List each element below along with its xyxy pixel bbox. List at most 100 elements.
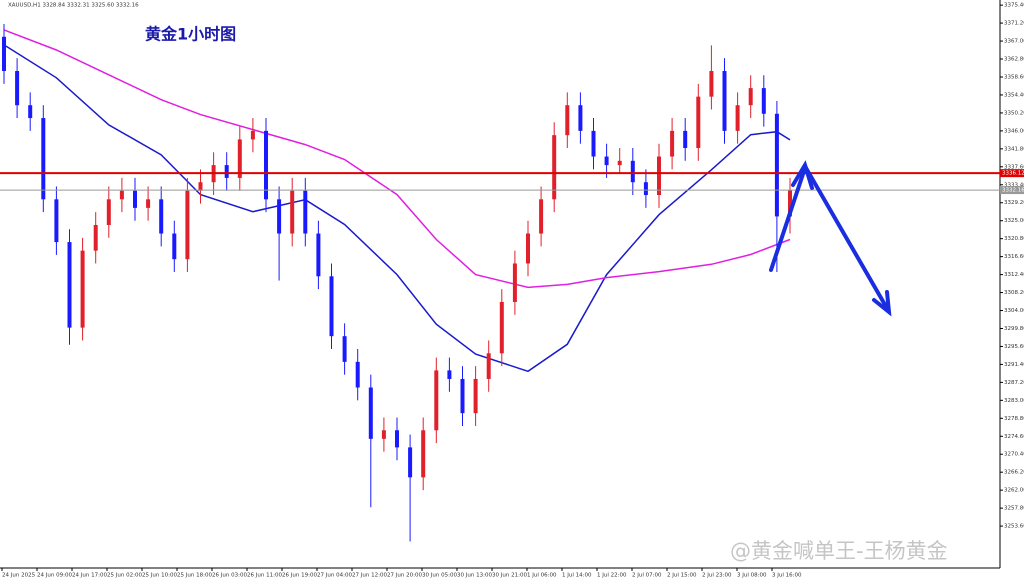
y-tick-label: 3350.20 [1004,110,1024,116]
y-tick-label: 3278.80 [1004,416,1024,422]
candle-body [303,190,308,234]
candle-body [80,250,85,328]
y-tick-label: 3312.40 [1004,272,1024,278]
y-tick-label: 3283.00 [1004,398,1024,404]
arrow-up-head [791,160,814,190]
candle-body [512,263,517,302]
y-tick-label: 3341.80 [1004,146,1024,152]
chart-title: 黄金1小时图 [145,25,236,44]
candle-body [41,118,46,200]
candle-body [28,105,33,119]
candle-body [93,224,98,251]
candle-body [54,199,59,243]
marks: 3375.40 3371.20 3367.00 3362.80 3358.60 3354.… [0,3,1024,579]
x-tick-label: 26 Jun 11:00 [247,573,282,579]
y-tick-label: 3304.00 [1004,308,1024,314]
candle-body [264,130,268,200]
candle-body [761,88,766,114]
x-tick-label: 1 Jul 06:00 [527,573,557,579]
x-tick-label: 3 Jul 16:00 [772,573,802,579]
candle-body [185,190,190,260]
x-tick-label: 26 Jun 19:00 [282,573,317,579]
y-tick-label: 3329.20 [1004,200,1024,206]
price-label: 3332.16 [1002,188,1024,194]
x-tick-label: 27 Jun 12:00 [352,573,387,579]
candle-body [198,182,203,191]
y-tick-label: 3262.00 [1004,488,1024,494]
price-label: 3336.12 [1002,171,1024,177]
candle-body [224,165,229,178]
candle-body [460,378,465,414]
x-tick-label: 1 Jul 22:00 [597,573,627,579]
price-label-box [1000,186,1024,195]
y-tick-label: 3291.40 [1004,362,1024,368]
price-label-box [1000,169,1024,178]
y-tick-label: 3362.80 [1004,57,1024,63]
x-tick-label: 25 Jun 18:00 [177,573,212,579]
candle-body [316,233,321,277]
x-tick-label: 24 Jun 17:00 [72,573,107,579]
candle-body [2,36,6,71]
candle-body [237,139,242,178]
candle-body [670,130,675,157]
y-tick-label: 3253.60 [1004,524,1024,530]
candle-body [604,156,609,166]
y-tick-label: 3337.60 [1004,164,1024,170]
arrows [769,160,892,317]
candle-body [381,430,386,439]
candle-body [696,96,701,148]
candle-body [683,130,688,148]
y-tick-label: 3266.20 [1004,470,1024,476]
x-tick-label: 30 Jun 13:00 [457,573,492,579]
y-tick-label: 3308.20 [1004,290,1024,296]
y-tick-label: 3375.40 [1004,3,1024,9]
x-tick-label: 1 Jul 14:00 [562,573,592,579]
y-tick-label: 3371.20 [1004,21,1024,27]
candle-body [408,447,413,478]
x-tick-label: 24 Jun 09:00 [37,573,72,579]
candle-body [434,370,439,431]
chart-header: XAUUSD,H1 3328.84 3332.31 3325.60 3332.1… [8,3,139,9]
candle-body [709,71,714,97]
y-tick-label: 3270.40 [1004,452,1024,458]
candle-body [119,190,124,200]
y-tick-label: 3367.00 [1004,39,1024,45]
candle-body [15,71,20,106]
candle-body [748,88,753,106]
candle-body [735,105,740,131]
y-tick-label: 3274.60 [1004,434,1024,440]
y-tick-label: 3346.00 [1004,128,1024,134]
candle-body [277,199,282,234]
moving-average [3,44,791,373]
x-tick-label: 24 Jun 2025 [2,573,36,579]
arrow-down [804,166,890,312]
candle-body [788,190,792,217]
y-tick-label: 3295.60 [1004,344,1024,350]
candle-body [617,160,622,166]
candle-body [342,336,347,362]
candle-body [421,430,426,478]
candle-body [630,160,635,183]
candle-body [106,199,111,225]
y-tick-label: 3257.80 [1004,506,1024,512]
candle-body [657,156,661,196]
candle-body [250,130,255,140]
y-tick-label: 3299.80 [1004,326,1024,332]
x-tick-label: 26 Jun 03:00 [212,573,247,579]
x-tick-label: 2 Jul 15:00 [667,573,697,579]
candle-body [172,233,177,260]
candle-body [159,199,164,234]
candle-body [526,233,530,264]
candle-body [578,105,583,131]
candle-body [722,71,727,131]
x-tick-label: 27 Jun 20:00 [387,573,422,579]
candle-body [539,199,544,234]
x-tick-label: 30 Jun 05:00 [422,573,457,579]
candle-body [290,190,295,234]
candle-body [473,378,478,414]
candle-body [133,190,137,208]
x-tick-label: 27 Jun 04:00 [317,573,352,579]
candle-body [591,130,596,157]
y-tick-label: 3287.20 [1004,380,1024,386]
